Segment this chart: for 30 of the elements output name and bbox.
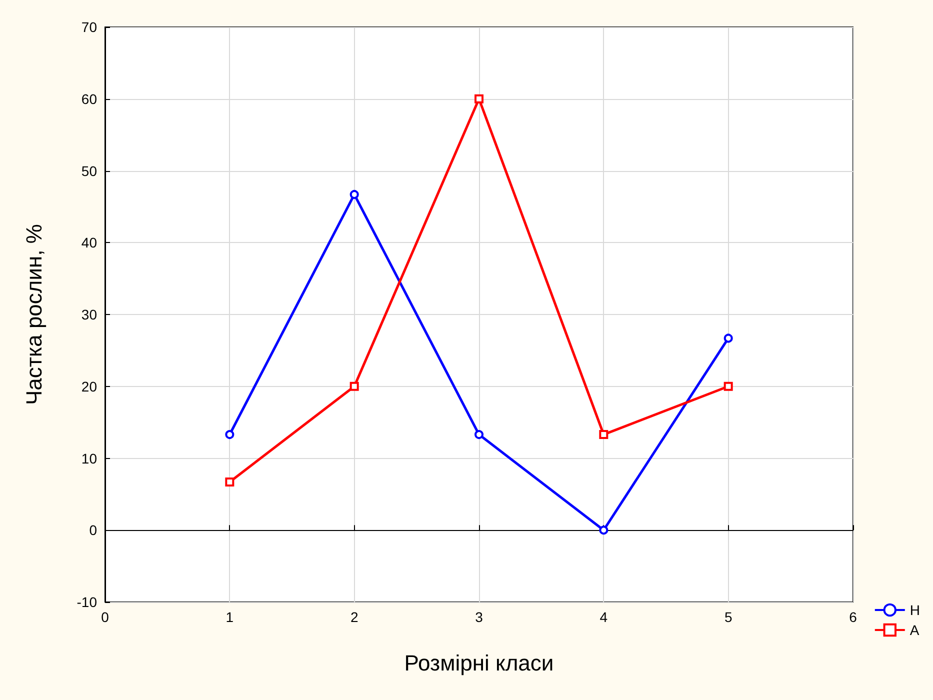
- y-tick-label: 50: [81, 162, 98, 179]
- x-axis-title: Розмірні класи: [404, 650, 554, 676]
- point: [474, 94, 484, 104]
- x-tick-label: 5: [724, 609, 732, 625]
- y-axis-title: Частка рослин, %: [22, 224, 46, 405]
- x-tick-label: 1: [226, 609, 234, 625]
- x-tick-label: 2: [350, 609, 358, 625]
- point: [350, 382, 359, 391]
- point: [474, 430, 484, 440]
- y-tick-label: 70: [81, 19, 98, 35]
- point: [350, 190, 359, 199]
- legend-label: Н: [910, 602, 920, 618]
- x-tick-label: 3: [475, 609, 484, 625]
- y-tick-label: 0: [89, 522, 98, 538]
- x-tick-label: 4: [600, 609, 608, 625]
- point: [724, 334, 733, 343]
- y-tick-label: 60: [81, 90, 98, 107]
- y-tick-label: 30: [81, 306, 98, 322]
- y-tick-label: 40: [81, 234, 98, 251]
- point: [724, 382, 733, 391]
- x-tick-label: 6: [849, 609, 858, 625]
- point: [599, 430, 608, 440]
- point: [225, 430, 234, 440]
- point: [225, 477, 234, 486]
- legend-label: А: [910, 622, 920, 638]
- y-tick-label: -10: [76, 594, 98, 610]
- y-tick-label: 20: [81, 378, 98, 394]
- y-tick-label: 10: [81, 450, 98, 466]
- point: [599, 526, 608, 535]
- x-tick-label: 0: [101, 609, 110, 625]
